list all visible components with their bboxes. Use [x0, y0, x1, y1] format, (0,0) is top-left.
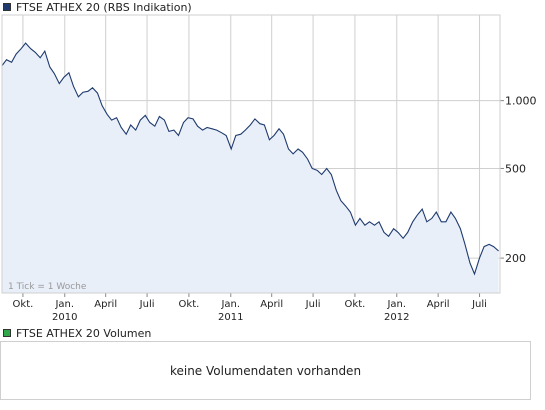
tick-note: 1 Tick = 1 Woche: [8, 282, 87, 292]
price-panel-title: FTSE ATHEX 20 (RBS Indikation): [16, 0, 192, 14]
x-year-label: 2010: [52, 312, 77, 323]
price-series-swatch: [3, 3, 11, 11]
x-tick-label: Okt.: [179, 299, 200, 310]
y-tick-label: 1.000: [505, 95, 537, 108]
price-chart: 1.000 500 200 Okt. Jan. 2010 April Juli Okt. Jan.…: [1, 14, 537, 323]
x-tick-label: April: [427, 299, 450, 310]
x-tick-label: Okt.: [13, 299, 34, 310]
x-year-label: 2011: [218, 312, 243, 323]
x-tick-label: Juli: [305, 299, 321, 310]
x-tick-label: April: [260, 299, 283, 310]
volume-series-swatch: [3, 329, 11, 337]
y-tick-label: 200: [505, 252, 526, 265]
y-tick-label: 500: [505, 162, 526, 175]
x-year-label: 2012: [384, 312, 409, 323]
x-tick-label: Jan.: [54, 299, 74, 310]
price-panel-title-row: FTSE ATHEX 20 (RBS Indikation): [3, 0, 192, 14]
volume-panel-title-row: FTSE ATHEX 20 Volumen: [3, 326, 151, 340]
x-tick-label: April: [94, 299, 117, 310]
x-tick-label: Jan.: [220, 299, 240, 310]
series-line: [1, 42, 499, 276]
volume-empty-message: keine Volumendaten vorhanden: [169, 364, 362, 378]
series-area: [2, 43, 499, 293]
volume-chart-box: keine Volumendaten vorhanden: [0, 341, 531, 400]
volume-panel-title: FTSE ATHEX 20 Volumen: [16, 326, 152, 340]
x-tick-label: Juli: [471, 299, 487, 310]
x-tick-label: Jan.: [386, 299, 406, 310]
x-tick-label: Juli: [139, 299, 155, 310]
plot-border: [1, 14, 501, 294]
x-tick-label: Okt.: [345, 299, 366, 310]
